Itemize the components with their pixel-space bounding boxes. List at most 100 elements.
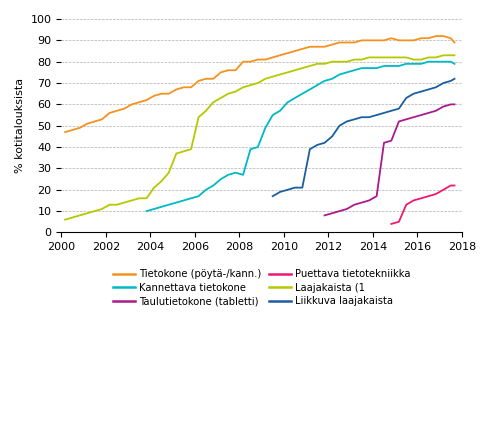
Kannettava tietokone (292, 96, 298, 101)
Taulutietokone (tabletti) (352, 202, 357, 207)
Laajakaista (1 (62, 217, 68, 222)
Line: Liikkuva laajakaista: Liikkuva laajakaista (273, 79, 455, 196)
Line: Kannettava tietokone: Kannettava tietokone (146, 62, 455, 211)
Puettava tietotekniikka (426, 194, 432, 199)
Line: Laajakaista (1: Laajakaista (1 (65, 55, 455, 220)
Liikkuva laajakaista (300, 185, 305, 190)
Taulutietokone (tabletti) (359, 200, 365, 205)
Liikkuva laajakaista (277, 190, 283, 195)
Line: Tietokone (pöytä-/kann.): Tietokone (pöytä-/kann.) (65, 36, 455, 132)
Laajakaista (1 (129, 198, 135, 203)
Y-axis label: % kotitalouksista: % kotitalouksista (15, 78, 25, 173)
Legend: Tietokone (pöytä-/kann.), Kannettava tietokone, Taulutietokone (tabletti), Puett: Tietokone (pöytä-/kann.), Kannettava tie… (109, 265, 414, 310)
Kannettava tietokone (452, 61, 458, 66)
Kannettava tietokone (381, 63, 387, 68)
Kannettava tietokone (233, 170, 239, 175)
Taulutietokone (tabletti) (381, 140, 387, 145)
Liikkuva laajakaista (344, 119, 350, 124)
Puettava tietotekniikka (396, 219, 402, 224)
Taulutietokone (tabletti) (329, 211, 335, 216)
Taulutietokone (tabletti) (452, 102, 458, 107)
Kannettava tietokone (366, 65, 372, 71)
Kannettava tietokone (203, 187, 209, 193)
Liikkuva laajakaista (433, 85, 439, 90)
Liikkuva laajakaista (336, 123, 342, 128)
Tietokone (pöytä-/kann.) (329, 42, 335, 47)
Line: Puettava tietotekniikka: Puettava tietotekniikka (391, 185, 455, 224)
Taulutietokone (tabletti) (418, 113, 424, 118)
Tietokone (pöytä-/kann.) (300, 46, 305, 51)
Kannettava tietokone (300, 91, 305, 96)
Kannettava tietokone (336, 72, 342, 77)
Kannettava tietokone (277, 108, 283, 113)
Taulutietokone (tabletti) (322, 213, 327, 218)
Kannettava tietokone (322, 78, 327, 83)
Kannettava tietokone (285, 100, 291, 105)
Kannettava tietokone (440, 59, 446, 64)
Laajakaista (1 (277, 72, 283, 77)
Kannettava tietokone (270, 113, 275, 118)
Taulutietokone (tabletti) (344, 207, 350, 212)
Line: Taulutietokone (tabletti): Taulutietokone (tabletti) (325, 105, 455, 215)
Kannettava tietokone (255, 144, 261, 150)
Kannettava tietokone (195, 194, 201, 199)
Taulutietokone (tabletti) (403, 117, 409, 122)
Tietokone (pöytä-/kann.) (433, 34, 439, 39)
Liikkuva laajakaista (440, 80, 446, 85)
Taulutietokone (tabletti) (366, 198, 372, 203)
Puettava tietotekniikka (448, 183, 454, 188)
Liikkuva laajakaista (418, 89, 424, 94)
Liikkuva laajakaista (292, 185, 298, 190)
Puettava tietotekniikka (433, 192, 439, 197)
Liikkuva laajakaista (307, 147, 313, 152)
Liikkuva laajakaista (374, 113, 380, 118)
Puettava tietotekniikka (388, 221, 394, 227)
Taulutietokone (tabletti) (374, 194, 380, 199)
Kannettava tietokone (329, 76, 335, 81)
Puettava tietotekniikka (440, 187, 446, 193)
Liikkuva laajakaista (448, 78, 454, 83)
Taulutietokone (tabletti) (440, 104, 446, 109)
Liikkuva laajakaista (329, 134, 335, 139)
Kannettava tietokone (143, 209, 149, 214)
Liikkuva laajakaista (359, 115, 365, 120)
Kannettava tietokone (374, 65, 380, 71)
Kannettava tietokone (225, 172, 231, 177)
Laajakaista (1 (210, 100, 216, 105)
Kannettava tietokone (314, 82, 320, 88)
Liikkuva laajakaista (285, 187, 291, 193)
Tietokone (pöytä-/kann.) (452, 40, 458, 45)
Liikkuva laajakaista (403, 96, 409, 101)
Laajakaista (1 (292, 68, 298, 73)
Taulutietokone (tabletti) (336, 209, 342, 214)
Kannettava tietokone (426, 59, 432, 64)
Tietokone (pöytä-/kann.) (62, 130, 68, 135)
Laajakaista (1 (300, 65, 305, 71)
Kannettava tietokone (403, 61, 409, 66)
Liikkuva laajakaista (426, 87, 432, 92)
Laajakaista (1 (452, 53, 458, 58)
Puettava tietotekniikka (452, 183, 458, 188)
Taulutietokone (tabletti) (388, 138, 394, 143)
Tietokone (pöytä-/kann.) (292, 48, 298, 54)
Kannettava tietokone (396, 63, 402, 68)
Kannettava tietokone (352, 68, 357, 73)
Kannettava tietokone (418, 61, 424, 66)
Tietokone (pöytä-/kann.) (277, 53, 283, 58)
Liikkuva laajakaista (352, 117, 357, 122)
Liikkuva laajakaista (396, 106, 402, 111)
Kannettava tietokone (210, 183, 216, 188)
Kannettava tietokone (218, 176, 224, 181)
Liikkuva laajakaista (366, 115, 372, 120)
Liikkuva laajakaista (452, 76, 458, 81)
Taulutietokone (tabletti) (426, 110, 432, 116)
Kannettava tietokone (448, 59, 454, 64)
Kannettava tietokone (388, 63, 394, 68)
Puettava tietotekniikka (410, 198, 416, 203)
Taulutietokone (tabletti) (410, 115, 416, 120)
Kannettava tietokone (433, 59, 439, 64)
Kannettava tietokone (307, 87, 313, 92)
Kannettava tietokone (188, 196, 194, 201)
Liikkuva laajakaista (314, 142, 320, 147)
Liikkuva laajakaista (322, 140, 327, 145)
